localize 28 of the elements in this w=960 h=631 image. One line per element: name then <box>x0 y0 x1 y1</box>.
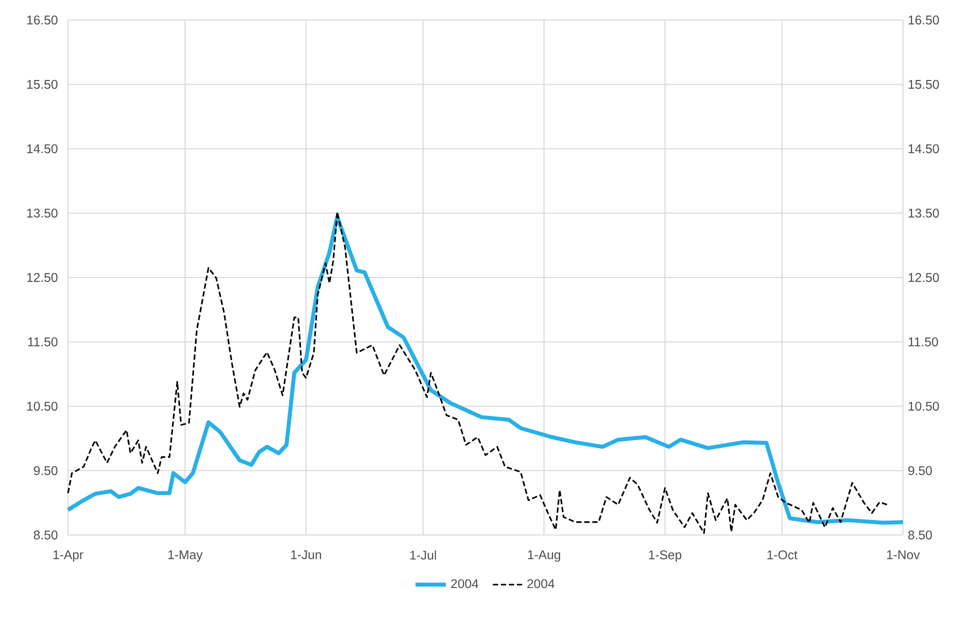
y2-tick-label: 16.50 <box>908 16 939 24</box>
y-tick-label: 14.50 <box>27 144 58 154</box>
y2-tick-label: 9.50 <box>908 466 932 476</box>
x-tick-label: 1-Sep <box>649 550 682 562</box>
y-tick-label: 8.50 <box>34 530 58 540</box>
y2-tick-label: 11.50 <box>908 337 938 346</box>
y-tick-label: 16.50 <box>27 16 58 24</box>
legend-label: 2004 <box>451 579 478 588</box>
y2-tick-label: 8.50 <box>908 530 932 540</box>
y-tick-label: 13.50 <box>27 208 58 218</box>
legend-label: 2004 <box>527 579 554 588</box>
y2-tick-label: 12.50 <box>908 273 939 282</box>
y-tick-label: 10.50 <box>27 402 58 411</box>
y-tick-label: 15.50 <box>27 80 58 89</box>
y-tick-label: 12.50 <box>27 273 58 282</box>
y-tick-label: 11.50 <box>28 337 58 346</box>
x-tick-label: 1-Aug <box>528 550 560 562</box>
x-tick-label: 1-Jun <box>291 550 322 560</box>
x-tick-label: 1-Jul <box>410 550 436 560</box>
x-tick-label: 1-Oct <box>768 550 798 560</box>
x-tick-label: 1-May <box>168 550 203 562</box>
y2-tick-label: 13.50 <box>908 208 939 218</box>
y-tick-label: 9.50 <box>34 466 58 476</box>
x-tick-label: 1-Nov <box>887 550 920 560</box>
y2-tick-label: 15.50 <box>908 80 939 89</box>
y2-tick-label: 14.50 <box>908 144 939 154</box>
y2-tick-label: 10.50 <box>908 402 939 411</box>
x-tick-label: 1-Apr <box>53 550 84 562</box>
